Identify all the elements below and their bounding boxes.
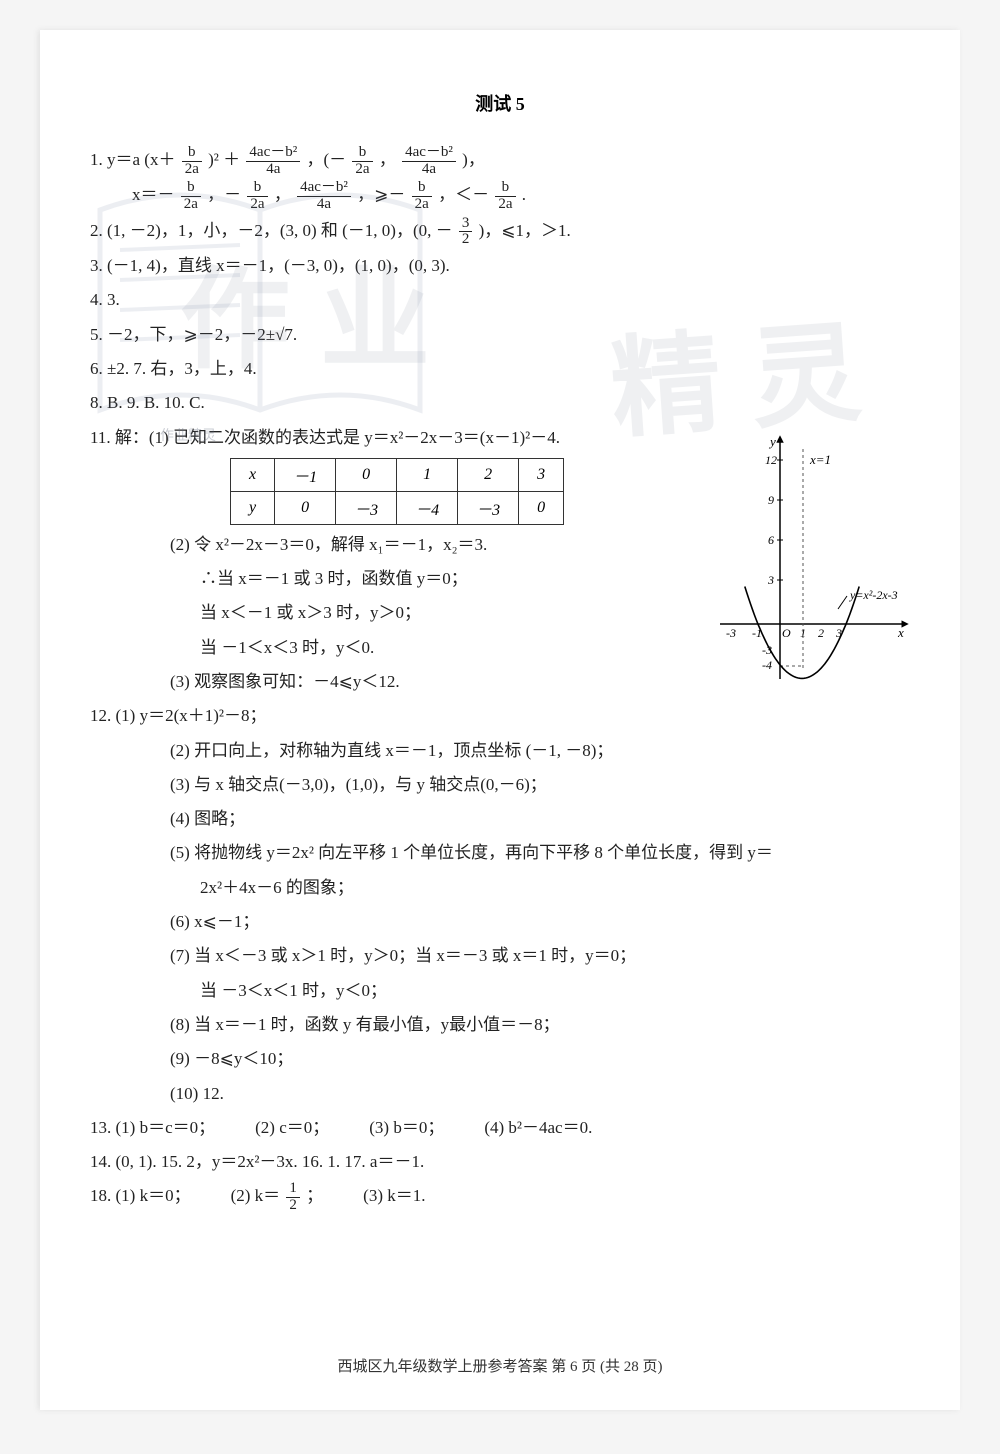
text: )，⩽1，＞1. (479, 221, 571, 240)
text: (2) c＝0； (255, 1112, 329, 1144)
text: ， (379, 150, 396, 169)
answer-12-2: (2) 开口向上，对称轴为直线 x＝－1，顶点坐标 (－1, －8)； (90, 735, 910, 767)
text: (2) k＝ 12 ； (231, 1180, 324, 1213)
table-cell: x (231, 458, 275, 491)
x-tick: -3 (726, 626, 736, 640)
table-cell: 2 (458, 458, 519, 491)
text: 1. y＝a (x＋ (90, 150, 175, 169)
answer-4: 4. 3. (90, 284, 910, 316)
text: (4) b²－4ac＝0. (484, 1112, 592, 1144)
answer-12-8: (8) 当 x＝－1 时，函数 y 有最小值，y最小值＝－8； (90, 1009, 910, 1041)
fraction: b2a (180, 145, 204, 178)
answer-1-line2: x＝－ b2a ，－ b2a ， 4ac－b²4a ，⩾－ b2a ，＜－ b2… (90, 179, 910, 212)
fraction: b2a (410, 180, 434, 213)
answer-5: 5. －2，下，⩾－2，－2±√7. (90, 319, 910, 351)
answer-8-10: 8. B. 9. B. 10. C. (90, 387, 910, 419)
answer-18: 18. (1) k＝0； (2) k＝ 12 ； (3) k＝1. (90, 1180, 910, 1213)
table-cell: 0 (336, 458, 397, 491)
text: )² ＋ (208, 150, 240, 169)
table-cell: －3 (458, 491, 519, 524)
axis-line-label: x=1 (809, 452, 831, 467)
text: (3) k＝1. (363, 1180, 425, 1213)
x-tick: 2 (818, 626, 824, 640)
fraction: b2a (350, 145, 374, 178)
x-axis-label: x (897, 625, 904, 640)
text: )， (462, 150, 485, 169)
y-tick: 12 (765, 453, 777, 467)
answer-14-17: 14. (0, 1). 15. 2，y＝2x²－3x. 16. 1. 17. a… (90, 1146, 910, 1178)
table-cell: －4 (397, 491, 458, 524)
page-footer: 西城区九年级数学上册参考答案 第 6 页 (共 28 页) (40, 1355, 960, 1376)
y-tick: 9 (768, 493, 774, 507)
origin-label: O (782, 626, 791, 640)
x-tick: 3 (835, 626, 842, 640)
text: ，－ (207, 185, 241, 204)
y-axis-label: y (768, 434, 776, 449)
table-cell: 0 (519, 491, 564, 524)
answer-2: 2. (1, －2)，1，小，－2，(3, 0) 和 (－1, 0)，(0, －… (90, 215, 910, 248)
answer-12-9: (9) －8⩽y＜10； (90, 1043, 910, 1075)
fraction: 32 (457, 216, 475, 249)
fraction: b2a (493, 180, 517, 213)
fraction: b2a (179, 180, 203, 213)
fraction: 12 (284, 1181, 302, 1214)
text: ，(－ (306, 150, 346, 169)
table-cell: －3 (336, 491, 397, 524)
text: 13. (1) b＝c＝0； (90, 1112, 215, 1144)
answer-12-7b: 当 －3＜x＜1 时，y＜0； (90, 975, 910, 1007)
fraction: b2a (245, 180, 269, 213)
text: ， (274, 185, 291, 204)
table-row: y 0 －3 －4 －3 0 (231, 491, 564, 524)
text: (3) b＝0； (369, 1112, 444, 1144)
y-tick: 6 (768, 533, 774, 547)
table-cell: 1 (397, 458, 458, 491)
answer-12-1: 12. (1) y＝2(x＋1)²－8； (90, 700, 910, 732)
watermark-small: 作业精灵 (160, 425, 216, 445)
answer-12-4: (4) 图略； (90, 803, 910, 835)
xy-table: x －1 0 1 2 3 y 0 －3 －4 －3 0 (230, 458, 564, 525)
text: 18. (1) k＝0； (90, 1180, 191, 1213)
answer-6-7: 6. ±2. 7. 右，3，上，4. (90, 353, 910, 385)
answer-1-line1: 1. y＝a (x＋ b2a )² ＋ 4ac－b²4a ，(－ b2a ， 4… (90, 144, 910, 177)
answer-12-3: (3) 与 x 轴交点(－3,0)，(1,0)，与 y 轴交点(0,－6)； (90, 769, 910, 801)
text: ，⩾－ (357, 185, 405, 204)
page-title: 测试 5 (90, 90, 910, 116)
answer-12-5b: 2x²＋4x－6 的图象； (90, 872, 910, 904)
fraction: 4ac－b²4a (244, 145, 302, 178)
table-cell: y (231, 491, 275, 524)
answer-12-7: (7) 当 x＜－3 或 x＞1 时，y＞0；当 x＝－3 或 x＝1 时，y＝… (90, 940, 910, 972)
y-tick: 3 (767, 573, 774, 587)
text: . (522, 185, 526, 204)
table-row: x －1 0 1 2 3 (231, 458, 564, 491)
page: 作业 精灵 作业精灵 测试 5 1. y＝a (x＋ b2a )² ＋ 4ac－… (40, 30, 960, 1410)
text: x＝－ (132, 185, 175, 204)
answer-3: 3. (－1, 4)，直线 x＝－1，(－3, 0)，(1, 0)，(0, 3)… (90, 250, 910, 282)
answer-12-10: (10) 12. (90, 1078, 910, 1110)
table-cell: 0 (275, 491, 336, 524)
text: ，＜－ (438, 185, 489, 204)
fraction: 4ac－b²4a (400, 145, 458, 178)
table-cell: －1 (275, 458, 336, 491)
answer-13: 13. (1) b＝c＝0； (2) c＝0； (3) b＝0； (4) b²－… (90, 1112, 910, 1144)
answer-12-6: (6) x⩽－1； (90, 906, 910, 938)
text: 2. (1, －2)，1，小，－2，(3, 0) 和 (－1, 0)，(0, － (90, 221, 453, 240)
fraction: 4ac－b²4a (295, 180, 353, 213)
answer-12-5: (5) 将抛物线 y＝2x² 向左平移 1 个单位长度，再向下平移 8 个单位长… (90, 837, 910, 869)
parabola-chart: 12 9 6 3 -3 -4 -3 -1 O 1 2 3 x=1 y (710, 434, 910, 684)
y-tick: -4 (762, 658, 772, 672)
curve-label: y=x²-2x-3 (849, 588, 898, 602)
table-cell: 3 (519, 458, 564, 491)
